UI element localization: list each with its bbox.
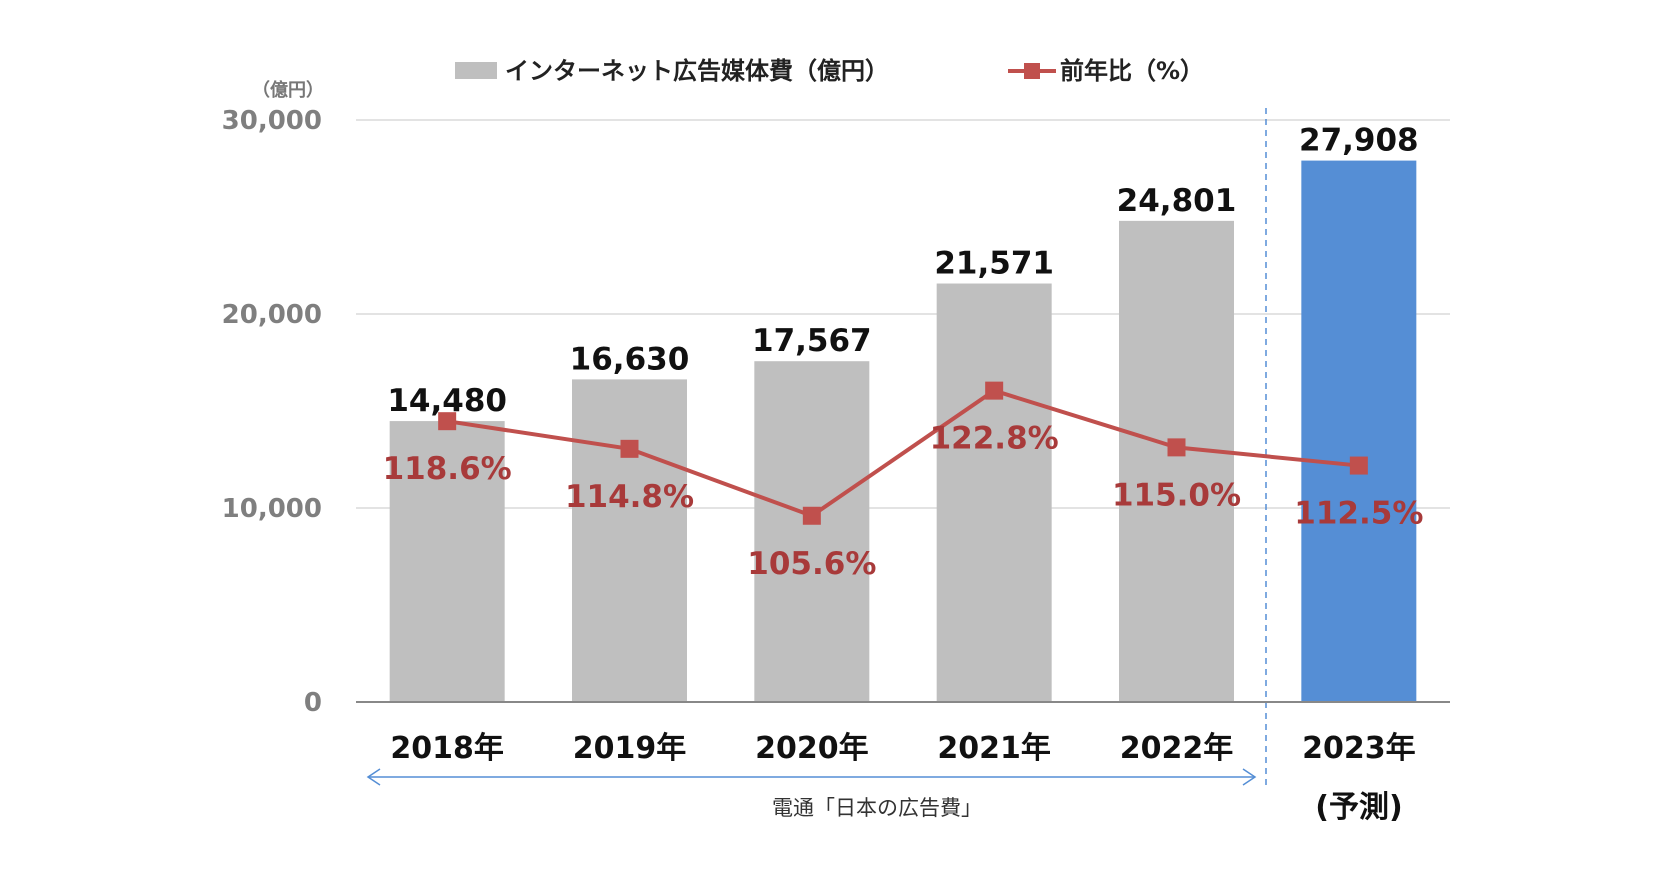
yoy-marker — [620, 439, 639, 458]
yoy-marker — [438, 412, 457, 431]
yoy-marker — [1167, 438, 1186, 457]
legend-label-line: 前年比（%） — [1060, 57, 1204, 85]
yoy-value-label: 122.8% — [930, 421, 1059, 457]
y-axis-unit: （億円） — [252, 79, 324, 101]
bar-value-label: 24,801 — [1117, 183, 1237, 219]
bar — [936, 283, 1052, 702]
yoy-line — [446, 388, 1360, 518]
bar-value-label: 17,567 — [752, 323, 872, 359]
yoy-value-label: 114.8% — [565, 479, 694, 515]
x-tick-label: 2018年 — [390, 731, 504, 766]
bar-series — [389, 160, 1417, 703]
bar — [754, 361, 870, 702]
y-tick-label: 20,000 — [222, 300, 322, 330]
forecast-note: (予測) — [1315, 790, 1402, 825]
x-tick-label: 2021年 — [937, 731, 1051, 766]
y-tick-label: 30,000 — [222, 106, 322, 136]
yoy-value-label: 115.0% — [1112, 477, 1241, 513]
legend: インターネット広告媒体費（億円） 前年比（%） — [455, 57, 1204, 85]
y-axis-ticks: 0 10,000 20,000 30,000 — [222, 106, 322, 718]
yoy-value-label: 105.6% — [747, 546, 876, 582]
bar — [389, 421, 505, 702]
legend-label-bar: インターネット広告媒体費（億円） — [505, 57, 889, 85]
yoy-value-label: 112.5% — [1294, 496, 1423, 532]
source-range-arrow — [366, 768, 1257, 786]
x-tick-label: 2020年 — [755, 731, 869, 766]
bar — [572, 379, 687, 702]
x-axis-ticks: 2018年 2019年 2020年 2021年 2022年 2023年 — [390, 731, 1415, 766]
bar-value-label: 27,908 — [1299, 123, 1419, 159]
x-tick-label: 2023年 — [1302, 731, 1416, 766]
yoy-marker — [802, 506, 821, 525]
y-tick-label: 0 — [304, 688, 322, 718]
bar-value-label: 16,630 — [570, 341, 690, 377]
legend-swatch-bar — [455, 62, 497, 79]
x-tick-label: 2022年 — [1120, 731, 1234, 766]
yoy-marker — [1349, 456, 1368, 475]
yoy-value-label: 118.6% — [383, 451, 512, 487]
yoy-value-labels: 118.6% 114.8% 105.6% 122.8% 115.0% 112.5% — [383, 421, 1424, 582]
bar — [1301, 160, 1417, 703]
yoy-line-series — [438, 381, 1368, 525]
bar — [1119, 220, 1234, 702]
source-note: 電通「日本の広告費」 — [772, 796, 982, 820]
yoy-marker — [985, 381, 1004, 400]
y-tick-label: 10,000 — [222, 494, 322, 524]
bar-value-label: 21,571 — [934, 246, 1054, 282]
x-tick-label: 2019年 — [573, 731, 687, 766]
gridlines — [356, 119, 1450, 509]
legend-swatch-marker — [1024, 63, 1040, 79]
